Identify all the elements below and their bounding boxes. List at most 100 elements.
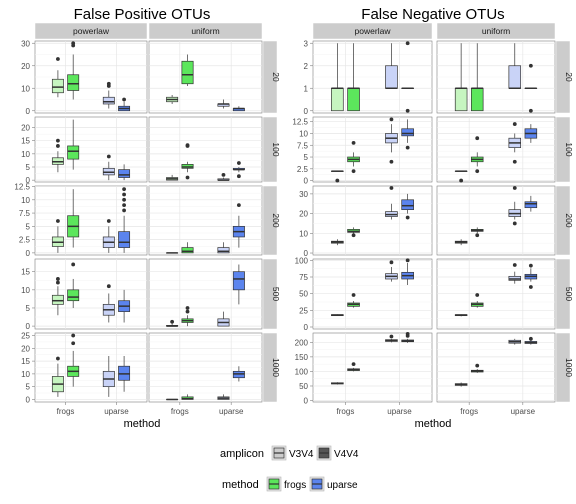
- outlier-point: [351, 141, 356, 145]
- panel-powerlaw-20: [312, 40, 433, 114]
- panel-powerlaw-100: [312, 116, 433, 183]
- row-strip-label: 100: [564, 142, 574, 156]
- y-tick-label: 7.5: [19, 209, 31, 218]
- y-tick-label: 0: [26, 249, 31, 258]
- y-tick-label: 0: [304, 107, 309, 116]
- box-frogs-V4V4: [181, 60, 194, 85]
- row-strip-100: [555, 116, 571, 183]
- box-frogs-V3V4: [51, 78, 64, 94]
- panel-background: [148, 116, 263, 183]
- outlier-point: [512, 263, 517, 267]
- y-tick-label: 15: [21, 268, 30, 277]
- y-tick-label: 50: [299, 382, 308, 391]
- outlier-point: [236, 203, 241, 208]
- outlier-point: [389, 334, 394, 339]
- x-tick-label: uparse: [511, 407, 536, 416]
- y-tick-label: 12.5: [14, 183, 30, 192]
- outlier-point: [106, 219, 111, 223]
- outlier-point: [56, 138, 60, 143]
- col-strip-label: uniform: [482, 26, 510, 36]
- row-strip-20: [262, 40, 278, 114]
- outlier-point: [185, 306, 190, 310]
- x-axis-label-left: method: [124, 418, 161, 430]
- row-strip-label: 200: [271, 213, 281, 227]
- box-frogs-V4V4: [67, 289, 80, 302]
- row-strip-1000: [262, 332, 278, 403]
- outlier-point: [389, 159, 394, 164]
- box-frogs-V4V4: [67, 74, 80, 91]
- y-tick-label: 20: [21, 344, 30, 353]
- panel-background: [436, 185, 556, 256]
- y-tick-label: 5: [26, 222, 31, 231]
- outlier-point: [56, 280, 60, 285]
- outlier-point: [185, 309, 190, 314]
- row-strip-20: [555, 40, 571, 114]
- panel-uniform-20: [436, 40, 556, 114]
- y-tick-label: 200: [295, 338, 309, 347]
- outlier-point: [512, 159, 517, 164]
- legend-title-amplicon: amplicon: [220, 448, 264, 460]
- box-uparse-V4V4: [524, 201, 538, 209]
- outlier-point: [122, 197, 126, 202]
- legend-title-method: method: [222, 479, 259, 491]
- y-tick-label: 10: [21, 370, 30, 379]
- outlier-point: [236, 161, 241, 165]
- row-strip-label: 20: [564, 72, 574, 82]
- x-tick-label: uparse: [219, 407, 244, 416]
- y-tick-label: 75: [299, 273, 308, 282]
- panel-uniform-100: [148, 116, 263, 183]
- box-frogs-V3V4: [51, 294, 64, 305]
- outlier-point: [475, 233, 480, 238]
- row-strip-label: 1000: [271, 358, 281, 377]
- col-strip-powerlaw: [34, 22, 148, 40]
- outlier-point: [185, 143, 190, 148]
- panel-background: [148, 258, 263, 330]
- y-tick-label: 10: [21, 196, 30, 205]
- y-tick-label: 100: [295, 256, 309, 265]
- x-tick-label: frogs: [57, 407, 75, 416]
- outlier-point: [405, 145, 410, 150]
- row-strip-label: 500: [271, 287, 281, 301]
- row-strip-200: [262, 185, 278, 256]
- panel-background: [148, 185, 263, 256]
- y-tick-label: 1: [304, 84, 309, 93]
- x-tick-label: frogs: [337, 407, 355, 416]
- y-tick-label: 10: [299, 229, 308, 238]
- row-strip-label: 20: [271, 72, 281, 82]
- y-tick-label: 30: [299, 190, 308, 199]
- box-frogs-V3V4: [454, 87, 468, 112]
- outlier-point: [71, 262, 76, 267]
- y-tick-label: 25: [299, 306, 308, 315]
- y-tick-label: 0: [26, 395, 31, 404]
- y-tick-label: 10: [299, 129, 308, 138]
- outlier-point: [122, 203, 126, 208]
- legend-label-uparse: uparse: [327, 480, 358, 491]
- outlier-point: [122, 97, 126, 102]
- outlier-point: [71, 341, 76, 346]
- outlier-point: [170, 319, 175, 324]
- outlier-point: [512, 186, 517, 190]
- outlier-point: [351, 362, 356, 367]
- outlier-point: [56, 277, 60, 281]
- panel-powerlaw-100: [34, 116, 148, 183]
- y-tick-label: 20: [299, 210, 308, 219]
- panel-uniform-1000: [148, 332, 263, 403]
- legend: amplicon V3V4 V4V4 method frogs uparse: [220, 445, 359, 492]
- y-tick-label: 100: [295, 367, 309, 376]
- outlier-point: [389, 186, 394, 190]
- y-tick-label: 0: [26, 107, 31, 116]
- y-tick-label: 15: [21, 137, 30, 146]
- outlier-point: [475, 136, 480, 141]
- col-strip-uniform: [148, 22, 263, 40]
- outlier-point: [351, 293, 356, 297]
- outlier-point: [512, 122, 517, 126]
- y-tick-label: 12.5: [292, 118, 308, 127]
- col-strip-powerlaw: [312, 22, 433, 40]
- outlier-point: [405, 41, 410, 46]
- y-tick-label: 15: [21, 357, 30, 366]
- x-tick-label: uparse: [104, 407, 129, 416]
- box-frogs-V4V4: [470, 87, 484, 112]
- outlier-point: [389, 260, 394, 265]
- panel-uniform-20: [148, 40, 263, 114]
- y-tick-label: 0: [304, 397, 309, 406]
